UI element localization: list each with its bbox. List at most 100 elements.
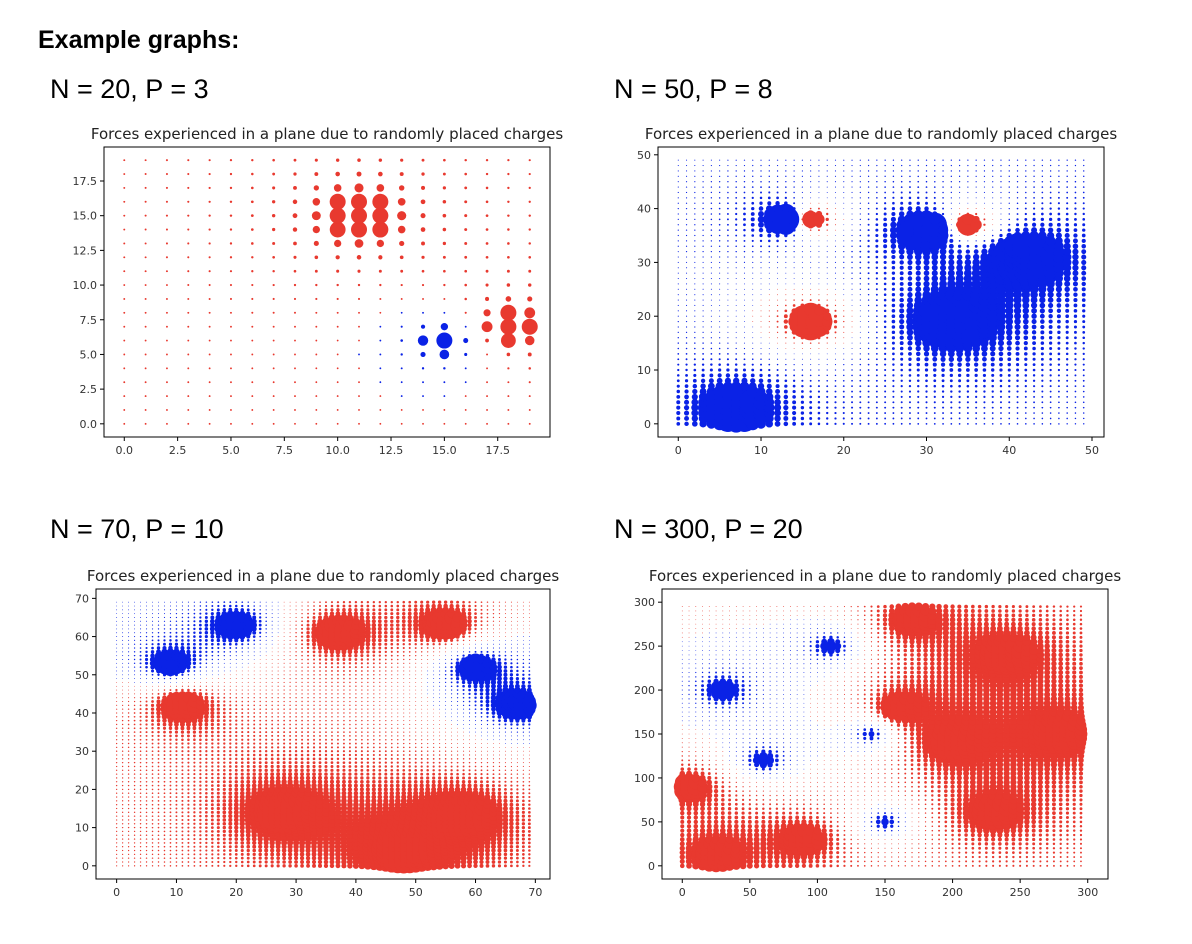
data-point [163,865,166,867]
data-point [884,379,887,382]
data-point [1073,292,1078,297]
data-point [826,283,828,285]
data-point [156,702,161,708]
data-point [891,266,896,270]
data-point [336,325,339,328]
data-point [735,164,737,167]
data-point [1057,347,1061,350]
data-point [157,780,160,783]
data-point [834,159,837,161]
data-point [826,406,829,409]
data-point [842,412,845,415]
data-point [312,198,321,206]
data-point [139,811,142,814]
data-point [116,682,118,683]
data-point [1082,396,1085,398]
data-point [867,299,870,301]
data-point [272,367,275,370]
data-point [1000,412,1002,414]
data-point [175,838,178,840]
data-point [123,214,126,217]
data-point [272,241,276,245]
data-point [959,191,961,194]
data-point [701,373,705,378]
data-point [146,620,148,622]
data-point [1049,423,1052,425]
data-point [948,243,954,249]
data-point [776,304,779,307]
data-point [818,159,820,161]
data-point [925,379,928,383]
data-point [1074,212,1077,216]
data-point [867,304,870,307]
data-point [742,368,746,372]
data-point [175,792,178,795]
data-point [933,368,937,372]
data-point [122,685,124,687]
data-point [793,170,795,172]
data-point [464,214,468,218]
data-point [933,202,936,205]
data-point [1049,346,1053,350]
data-point [785,175,787,177]
data-point [859,197,861,199]
data-point [187,422,190,425]
data-point [144,186,147,189]
data-point [843,159,845,161]
data-point [818,256,820,258]
data-point [1048,222,1053,227]
data-point [694,261,696,263]
data-point [163,639,166,642]
data-point [151,780,154,783]
data-point [743,250,746,253]
data-point [908,363,912,367]
data-point [158,605,159,607]
data-point [1023,227,1029,233]
data-point [934,175,936,178]
data-point [464,241,468,245]
data-point [950,202,952,204]
data-point [727,353,729,355]
data-point [151,734,154,737]
data-point [801,159,803,161]
data-point [801,191,803,194]
data-point [719,294,721,296]
data-point [144,228,147,231]
data-point [859,401,862,404]
data-point [121,754,124,756]
data-point [851,283,853,285]
data-point [134,624,136,626]
data-point [859,347,861,350]
data-point [134,605,136,607]
data-point [851,288,853,290]
data-point [1033,423,1035,425]
data-point [134,613,136,615]
data-point [793,342,795,344]
data-point [692,383,698,389]
data-point [315,367,318,370]
data-point [867,390,870,393]
data-point [122,636,124,638]
data-point [1016,401,1019,404]
data-point [169,639,172,642]
data-point [818,379,820,382]
data-point [123,173,126,176]
data-point [144,284,147,287]
data-point [776,239,779,243]
data-point [817,422,821,426]
data-point [400,158,404,162]
data-point [250,214,254,218]
data-point [144,422,147,425]
data-point [899,297,904,303]
data-point [121,807,124,810]
data-point [140,617,142,618]
data-point [293,297,297,300]
data-point [967,202,969,204]
data-point [379,339,382,342]
data-point [973,350,980,357]
data-point [791,211,798,217]
data-point [907,254,913,260]
data-point [158,685,159,687]
data-point [991,401,994,404]
data-point [875,374,878,377]
